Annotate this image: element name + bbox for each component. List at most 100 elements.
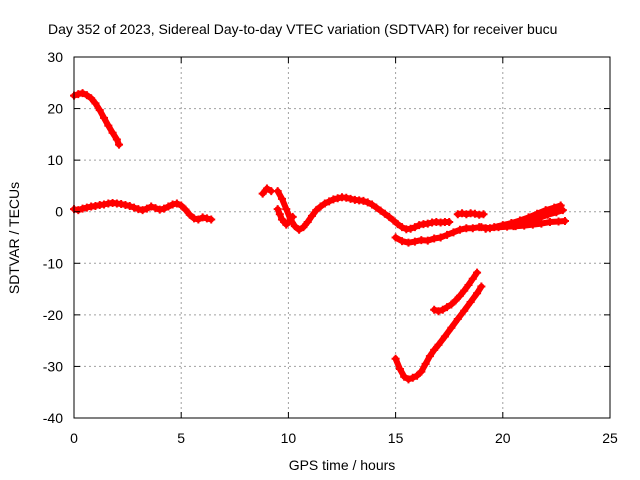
data-point	[526, 216, 535, 225]
y-tick-label: -10	[43, 255, 63, 271]
data-point	[282, 205, 291, 214]
data-point	[462, 210, 471, 219]
data-point	[470, 209, 479, 218]
data-point	[147, 202, 156, 211]
data-point	[273, 187, 282, 196]
data-point	[408, 373, 417, 382]
data-point	[421, 359, 430, 368]
data-point	[134, 205, 143, 214]
data-point	[443, 303, 452, 312]
data-point	[447, 323, 456, 332]
x-tick-label: 5	[177, 430, 185, 446]
data-point	[359, 196, 368, 205]
data-point	[558, 206, 567, 215]
tick-marks	[73, 56, 611, 419]
data-point	[290, 222, 299, 231]
data-point	[545, 218, 554, 227]
data-point	[307, 211, 316, 220]
data-point	[443, 230, 452, 239]
data-point	[389, 216, 398, 225]
series-arc-10	[509, 206, 567, 231]
data-point	[194, 215, 203, 224]
data-point	[372, 203, 381, 212]
data-point	[460, 286, 469, 295]
data-point	[518, 219, 527, 228]
data-point	[404, 375, 413, 384]
data-point	[560, 216, 569, 225]
data-point	[460, 306, 469, 315]
data-point	[451, 296, 460, 305]
data-point	[385, 212, 394, 221]
data-point	[112, 135, 121, 144]
y-tick-label: 10	[47, 152, 63, 168]
y-tick-labels: -40 -30 -20 -10 0 10 20 30	[43, 49, 63, 426]
data-point	[391, 354, 400, 363]
data-point	[481, 224, 490, 233]
data-point	[440, 332, 449, 341]
data-point	[181, 205, 190, 214]
data-point	[258, 189, 267, 198]
data-point	[473, 289, 482, 298]
data-point	[100, 113, 109, 122]
series-arc-2	[70, 198, 216, 224]
data-point	[82, 91, 91, 100]
data-point	[74, 90, 83, 99]
data-point	[325, 197, 334, 206]
data-point	[177, 201, 186, 210]
data-point	[449, 228, 458, 237]
data-point	[155, 205, 164, 214]
data-point	[552, 208, 561, 217]
data-point	[207, 215, 216, 224]
data-point	[430, 305, 439, 314]
series-line	[392, 283, 485, 383]
data-point	[398, 223, 407, 232]
data-point	[100, 200, 109, 209]
data-point	[398, 237, 407, 246]
series-arc-12	[430, 268, 482, 316]
data-point	[413, 371, 422, 380]
plot-frame	[73, 56, 611, 419]
series-arc-1	[70, 89, 124, 149]
data-point	[299, 223, 308, 232]
data-point	[537, 219, 546, 228]
data-series	[70, 89, 569, 384]
data-point	[333, 194, 342, 203]
data-point	[415, 221, 424, 230]
series-line	[71, 90, 122, 148]
data-point	[168, 200, 177, 209]
data-point	[202, 214, 211, 223]
data-point	[104, 121, 113, 130]
y-tick-label: -40	[43, 410, 63, 426]
x-tick-label: 15	[388, 430, 404, 446]
data-point	[498, 221, 507, 230]
data-point	[490, 223, 499, 232]
data-point	[455, 225, 464, 234]
data-point	[391, 233, 400, 242]
data-point	[121, 201, 130, 210]
data-point	[87, 94, 96, 103]
data-point	[393, 220, 402, 229]
data-point	[288, 212, 297, 221]
data-point	[316, 202, 325, 211]
x-tick-labels: 0 5 10 15 20 25	[70, 430, 618, 446]
data-point	[425, 352, 434, 361]
data-point	[115, 140, 124, 149]
data-point	[466, 297, 475, 306]
data-point	[473, 268, 482, 277]
data-point	[376, 206, 385, 215]
data-point	[363, 198, 372, 207]
data-point	[434, 307, 443, 316]
data-point	[430, 234, 439, 243]
series-arc-11	[391, 282, 486, 384]
grid-lines	[74, 57, 610, 418]
data-point	[125, 202, 134, 211]
data-point	[262, 184, 271, 193]
data-point	[273, 205, 282, 214]
chart-title: Day 352 of 2023, Sidereal Day-to-day VTE…	[48, 21, 557, 37]
y-axis-title: SDTVAR / TECUs	[6, 182, 22, 294]
data-point	[404, 238, 413, 247]
data-point	[108, 128, 117, 137]
y-tick-label: 30	[47, 49, 63, 65]
data-point	[295, 225, 304, 234]
